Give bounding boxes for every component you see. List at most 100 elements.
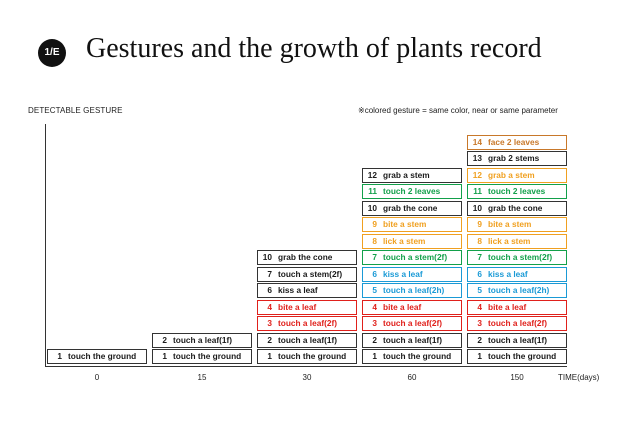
gesture-label: face 2 leaves (488, 136, 540, 147)
gesture-number: 4 (477, 301, 482, 312)
gesture-label: bite a leaf (278, 301, 317, 312)
gesture-box: 11 touch 2 leaves (362, 184, 462, 199)
gesture-label: lick a stem (488, 235, 531, 246)
gesture-number: 5 (372, 285, 377, 295)
gesture-box: 2 touch a leaf(1f) (467, 332, 567, 348)
page-title: Gestures and the growth of plants record (86, 33, 542, 64)
gesture-box: 14 face 2 leaves (467, 134, 567, 150)
gesture-number: 1 (267, 351, 272, 361)
gesture-label: touch the ground (383, 351, 452, 361)
gesture-label: kiss a leaf (488, 268, 528, 279)
gesture-box: 10 grab the cone (362, 200, 462, 216)
gesture-number: 10 (262, 252, 272, 262)
gesture-box: 3 touch a leaf(2f) (362, 316, 462, 331)
gesture-label: grab 2 stems (488, 153, 540, 163)
gesture-label: touch 2 leaves (383, 186, 441, 196)
gesture-label: lick a stem (383, 235, 426, 246)
gesture-box: 10 grab the cone (467, 200, 567, 216)
gesture-number: 10 (367, 202, 377, 213)
gesture-box: 12 grab a stem (467, 167, 567, 183)
gesture-label: grab the cone (278, 252, 333, 262)
x-tick-label: 15 (197, 373, 207, 382)
y-axis-line (45, 124, 46, 366)
x-tick-label: 30 (302, 373, 312, 382)
gesture-label: touch the ground (278, 351, 347, 361)
gesture-label: grab a stem (383, 169, 430, 180)
gesture-label: touch a leaf(1f) (278, 334, 338, 345)
gesture-box: 2 touch a leaf(1f) (257, 332, 357, 348)
gesture-number: 7 (267, 268, 272, 279)
gesture-number: 4 (267, 301, 272, 312)
gesture-number: 8 (372, 235, 377, 246)
gesture-label: kiss a leaf (383, 268, 423, 279)
gesture-box: 1 touch the ground (152, 349, 252, 364)
gesture-number: 2 (162, 334, 167, 345)
gesture-box: 12 grab a stem (362, 167, 462, 183)
gesture-label: touch a leaf(2h) (488, 285, 550, 295)
gesture-number: 10 (472, 202, 482, 213)
gesture-number: 6 (477, 268, 482, 279)
gesture-label: grab the cone (383, 202, 438, 213)
gesture-box: 9 bite a stem (362, 217, 462, 232)
gesture-number: 5 (477, 285, 482, 295)
gesture-box: 2 touch a leaf(1f) (152, 332, 252, 348)
gesture-number: 9 (372, 219, 377, 229)
gesture-number: 2 (267, 334, 272, 345)
gesture-number: 1 (372, 351, 377, 361)
gesture-box: 5 touch a leaf(2h) (362, 283, 462, 298)
gesture-label: touch 2 leaves (488, 186, 546, 196)
gesture-number: 3 (372, 318, 377, 328)
gesture-label: touch a stem(2f) (383, 252, 448, 262)
gesture-box: 7 touch a stem(2f) (362, 250, 462, 265)
x-axis-line (45, 366, 567, 367)
gesture-number: 3 (267, 318, 272, 328)
page-badge: 1/E (38, 39, 66, 67)
gesture-label: touch a leaf(2h) (383, 285, 445, 295)
gesture-box: 8 lick a stem (362, 233, 462, 249)
gesture-box: 1 touch the ground (467, 349, 567, 364)
gesture-label: touch a leaf(1f) (173, 334, 233, 345)
gesture-box: 2 touch a leaf(1f) (362, 332, 462, 348)
x-tick-label: 0 (94, 373, 100, 382)
gesture-label: touch a stem(2f) (278, 268, 343, 279)
gesture-box: 5 touch a leaf(2h) (467, 283, 567, 298)
gesture-box: 9 bite a stem (467, 217, 567, 232)
gesture-box: 6 kiss a leaf (362, 266, 462, 282)
gesture-label: grab the cone (488, 202, 543, 213)
gesture-number: 9 (477, 219, 482, 229)
gesture-box: 7 touch a stem(2f) (257, 266, 357, 282)
gesture-label: touch a leaf(2f) (488, 318, 548, 328)
gesture-label: bite a stem (383, 219, 427, 229)
gesture-number: 12 (472, 169, 482, 180)
gesture-label: grab a stem (488, 169, 535, 180)
gesture-box: 4 bite a leaf (467, 299, 567, 315)
gesture-label: touch a stem(2f) (488, 252, 553, 262)
gesture-number: 12 (367, 169, 377, 180)
gesture-number: 2 (372, 334, 377, 345)
gesture-number: 14 (472, 136, 482, 147)
gesture-box: 6 kiss a leaf (257, 283, 357, 298)
gesture-label: bite a leaf (488, 301, 527, 312)
gesture-label: touch a leaf(2f) (383, 318, 443, 328)
gesture-number: 7 (372, 252, 377, 262)
gesture-label: touch a leaf(1f) (488, 334, 548, 345)
gesture-label: bite a leaf (383, 301, 422, 312)
gesture-box: 1 touch the ground (362, 349, 462, 364)
gesture-label: touch the ground (68, 351, 137, 361)
gesture-number: 1 (57, 351, 62, 361)
gesture-label: kiss a leaf (278, 285, 318, 295)
x-tick-label: 60 (407, 373, 417, 382)
gesture-number: 6 (267, 285, 272, 295)
gesture-number: 7 (477, 252, 482, 262)
x-axis-label: TIME(days) (558, 373, 600, 382)
gesture-number: 2 (477, 334, 482, 345)
gesture-number: 11 (473, 186, 482, 196)
gesture-label: touch the ground (488, 351, 557, 361)
color-legend-note: ※colored gesture = same color, near or s… (358, 106, 558, 115)
gesture-box: 4 bite a leaf (362, 299, 462, 315)
gesture-label: touch the ground (173, 351, 242, 361)
gesture-box: 6 kiss a leaf (467, 266, 567, 282)
gesture-box: 7 touch a stem(2f) (467, 250, 567, 265)
gesture-label: touch a leaf(2f) (278, 318, 338, 328)
gesture-number: 8 (477, 235, 482, 246)
